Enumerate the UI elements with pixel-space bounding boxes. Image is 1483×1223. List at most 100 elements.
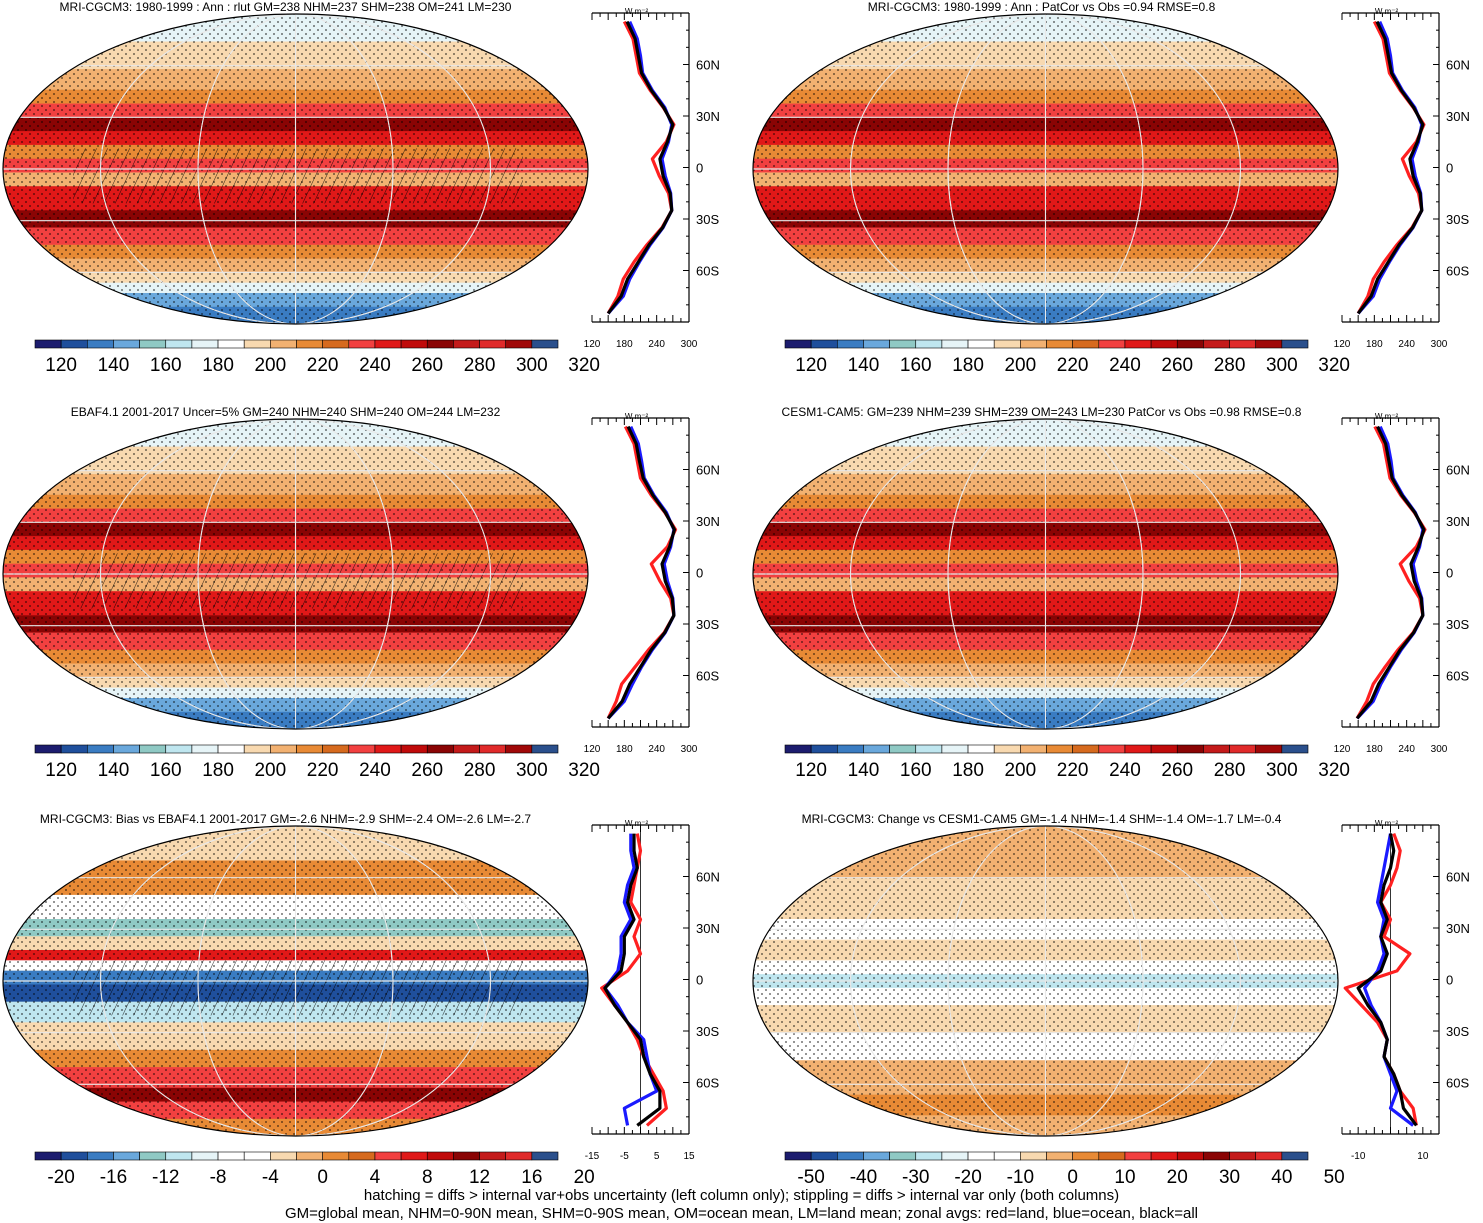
profile-x-label: 180: [1366, 339, 1383, 350]
colorbar-label: -40: [850, 1167, 877, 1188]
colorbar-label: 160: [900, 355, 932, 376]
colorbar-swatch: [811, 1152, 837, 1160]
colorbar-swatch: [1073, 340, 1099, 348]
colorbar-label: 180: [952, 760, 984, 781]
panel-6: MRI-CGCM3: Change vs CESM1-CAM5 GM=-1.4 …: [753, 812, 1470, 1188]
colorbar-swatch: [916, 1152, 942, 1160]
lat-label: 60N: [696, 870, 720, 885]
colorbar-swatch: [1282, 340, 1308, 348]
lat-label: 60S: [1446, 264, 1469, 279]
colorbar-label: -20: [954, 1167, 981, 1188]
profile-unit: W m⁻²: [1375, 7, 1399, 16]
colorbar-label: 240: [359, 760, 391, 781]
colorbar-swatch: [61, 1152, 87, 1160]
colorbar-swatch: [453, 1152, 479, 1160]
colorbar-label: 220: [307, 760, 339, 781]
colorbar-label: 160: [150, 355, 182, 376]
colorbar-swatch: [863, 1152, 889, 1160]
colorbar-swatch: [837, 1152, 863, 1160]
colorbar-label: 20: [574, 1167, 595, 1188]
colorbar-label: 140: [98, 760, 130, 781]
colorbar-label: 140: [98, 355, 130, 376]
colorbar-swatch: [480, 340, 506, 348]
colorbar-label: 240: [359, 355, 391, 376]
colorbar-swatch: [532, 1152, 558, 1160]
colorbar-swatch: [375, 745, 401, 753]
colorbar-swatch: [1203, 745, 1229, 753]
colorbar-label: 180: [202, 355, 234, 376]
panel-3: EBAF4.1 2001-2017 Uncer=5% GM=240 NHM=24…: [3, 405, 720, 781]
colorbar-swatch: [1203, 340, 1229, 348]
colorbar-swatch: [401, 340, 427, 348]
colorbar-swatch: [1047, 340, 1073, 348]
colorbar-label: 280: [1214, 760, 1246, 781]
colorbar-swatch: [994, 745, 1020, 753]
colorbar-label: -8: [210, 1167, 227, 1188]
colorbar-swatch: [35, 1152, 61, 1160]
colorbar-swatch: [994, 340, 1020, 348]
colorbar-swatch: [244, 1152, 270, 1160]
colorbar-swatch: [968, 745, 994, 753]
colorbar-swatch: [1151, 1152, 1177, 1160]
colorbar-swatch: [1256, 340, 1282, 348]
colorbar-swatch: [1177, 745, 1203, 753]
lat-label: 30N: [696, 514, 720, 529]
lat-label: 30N: [1446, 921, 1470, 936]
colorbar-label: 300: [516, 760, 548, 781]
lat-label: 30S: [696, 617, 719, 632]
lat-label: 30N: [1446, 109, 1470, 124]
colorbar-swatch: [1151, 745, 1177, 753]
colorbar-swatch: [1256, 1152, 1282, 1160]
lat-label: 0: [696, 161, 703, 176]
colorbar-swatch: [270, 1152, 296, 1160]
profile-x-label: 120: [1334, 744, 1351, 755]
colorbar-swatch: [166, 745, 192, 753]
colorbar-swatch: [785, 1152, 811, 1160]
lat-label: 30S: [696, 1024, 719, 1039]
profile-x-label: 120: [1334, 339, 1351, 350]
colorbar-swatch: [297, 1152, 323, 1160]
colorbar-swatch: [427, 1152, 453, 1160]
colorbar-swatch: [506, 340, 532, 348]
colorbar-swatch: [166, 1152, 192, 1160]
colorbar-swatch: [192, 1152, 218, 1160]
colorbar-swatch: [87, 340, 113, 348]
colorbar-label: 16: [521, 1167, 542, 1188]
footer-note-legend: GM=global mean, NHM=0-90N mean, SHM=0-90…: [0, 1205, 1483, 1223]
profile-unit: W m⁻²: [1375, 412, 1399, 421]
colorbar-swatch: [1099, 340, 1125, 348]
colorbar-label: 220: [1057, 355, 1089, 376]
colorbar-swatch: [218, 340, 244, 348]
colorbar-swatch: [375, 1152, 401, 1160]
profile-x-label: 120: [584, 744, 601, 755]
profile-unit: W m⁻²: [625, 819, 649, 828]
profile-x-label: 15: [683, 1151, 695, 1162]
profile-unit: W m⁻²: [625, 412, 649, 421]
colorbar-swatch: [35, 745, 61, 753]
colorbar-swatch: [61, 340, 87, 348]
colorbar-swatch: [1099, 745, 1125, 753]
colorbar-label: 260: [411, 355, 443, 376]
colorbar-swatch: [166, 340, 192, 348]
colorbar-label: 30: [1219, 1167, 1240, 1188]
profile-x-label: 180: [616, 339, 633, 350]
colorbar-swatch: [942, 1152, 968, 1160]
colorbar-swatch: [297, 745, 323, 753]
lat-label: 30S: [1446, 617, 1469, 632]
colorbar-swatch: [811, 340, 837, 348]
panel-title: EBAF4.1 2001-2017 Uncer=5% GM=240 NHM=24…: [71, 405, 501, 419]
colorbar-swatch: [427, 745, 453, 753]
colorbar-swatch: [140, 1152, 166, 1160]
colorbar-swatch: [1203, 1152, 1229, 1160]
colorbar-swatch: [890, 340, 916, 348]
colorbar-swatch: [994, 1152, 1020, 1160]
profile-x-label: -5: [620, 1151, 629, 1162]
colorbar-swatch: [863, 340, 889, 348]
colorbar-label: 300: [1266, 355, 1298, 376]
map-field: [753, 419, 1338, 730]
colorbar-label: 200: [254, 355, 286, 376]
colorbar-swatch: [532, 340, 558, 348]
profile-x-label: 10: [1417, 1151, 1429, 1162]
colorbar-swatch: [323, 1152, 349, 1160]
